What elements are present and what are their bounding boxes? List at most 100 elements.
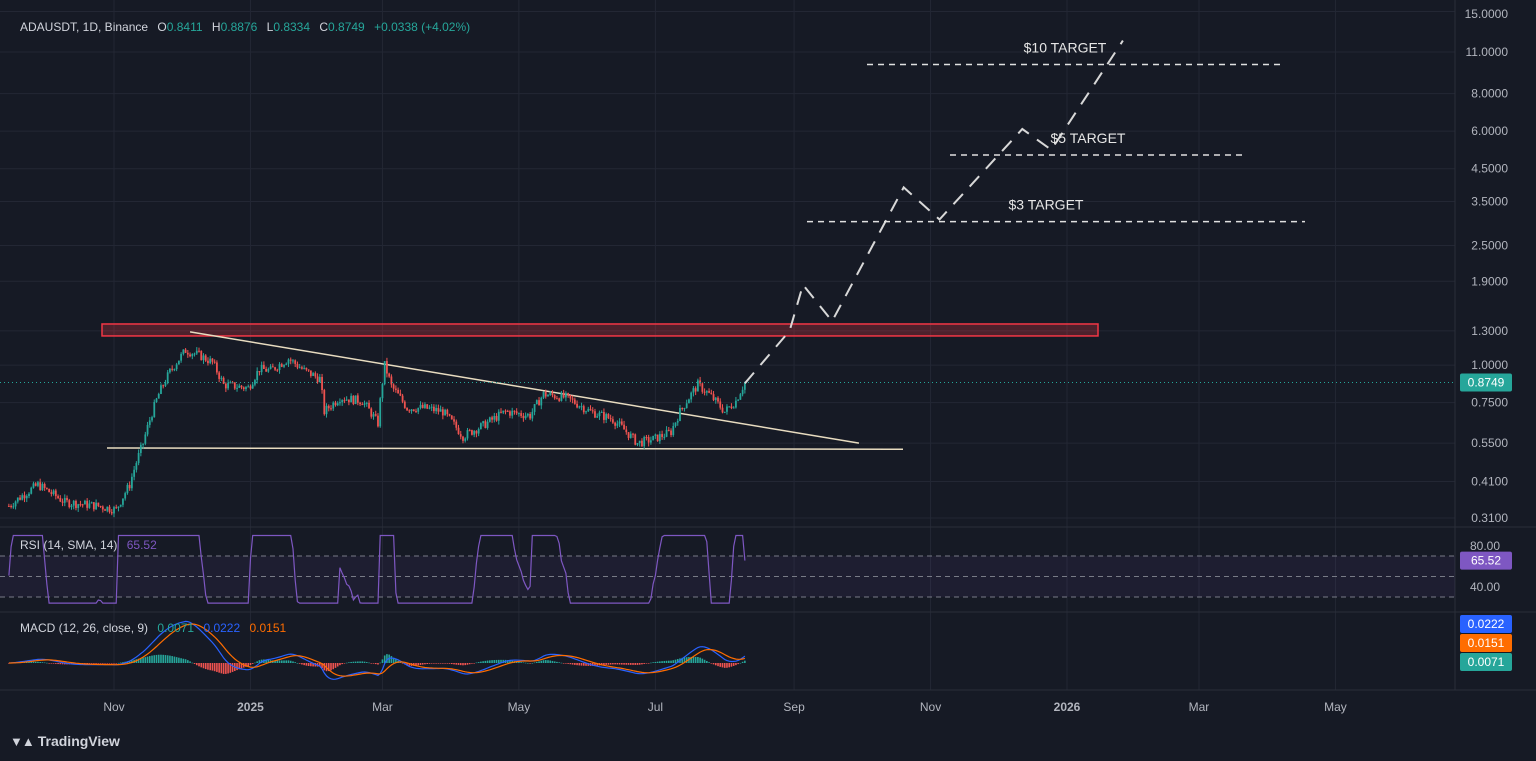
macd-hist-bar: [623, 663, 625, 665]
candle-body: [269, 366, 272, 369]
candle-body: [520, 413, 523, 416]
macd-hist-bar: [732, 663, 735, 666]
candle-body: [117, 506, 120, 508]
candle-body: [202, 355, 205, 361]
candle-body: [238, 385, 241, 388]
macd-legend-hist: 0.0151: [249, 621, 287, 635]
candle-body: [495, 415, 498, 421]
symbol-label[interactable]: ADAUSDT, 1D, Binance: [20, 20, 149, 34]
candle-body: [464, 438, 467, 441]
candle-body: [730, 406, 733, 409]
candle-body: [410, 409, 413, 412]
macd-legend-macd: 0.0071: [157, 621, 195, 635]
candle-body: [70, 505, 73, 508]
macd-hist-bar: [8, 663, 10, 664]
candle-body: [672, 426, 675, 436]
macd-hist-bar: [37, 661, 39, 663]
macd-hist-bar: [247, 663, 250, 667]
candle-body: [34, 483, 37, 486]
macd-hist-bar: [359, 661, 361, 663]
candle-body: [151, 417, 153, 421]
candle-body: [468, 430, 471, 432]
macd-hist-bar: [265, 659, 267, 663]
candle-body: [497, 411, 500, 421]
candle-body: [7, 505, 10, 507]
macd-hist-bar: [178, 657, 180, 663]
change-value: +0.0338 (+4.02%): [374, 20, 471, 34]
time-tick-label: May: [508, 700, 531, 714]
macd-hist-bar: [48, 663, 50, 664]
candle-body: [714, 397, 717, 401]
candle-body: [352, 395, 355, 405]
candle-body: [162, 385, 165, 387]
time-tick-label: 2025: [237, 700, 264, 714]
candle-body: [692, 388, 695, 393]
macd-hist-bar: [439, 663, 442, 664]
close-label: C: [319, 20, 329, 34]
macd-hist-bar: [128, 660, 131, 663]
macd-hist-bar: [629, 663, 632, 665]
candle-body: [611, 419, 614, 423]
candle-body: [614, 422, 617, 426]
tradingview-logo[interactable]: ▼▲ TradingView: [10, 733, 120, 749]
candle-body: [607, 414, 610, 419]
candle-body: [681, 407, 684, 409]
macd-hist-bar: [169, 655, 171, 663]
candle-body: [535, 400, 538, 405]
macd-hist-bar: [251, 663, 254, 664]
candle-body: [665, 429, 668, 437]
candle-body: [377, 415, 379, 427]
macd-hist-bar: [562, 663, 565, 664]
candle-body: [661, 434, 663, 437]
candle-body: [180, 353, 183, 361]
macd-hist-bar: [151, 655, 153, 663]
time-tick-label: Sep: [783, 700, 805, 714]
candle-body: [130, 476, 133, 489]
candle-body: [148, 420, 151, 425]
rsi-legend-value: 65.52: [126, 538, 157, 552]
macd-hist-bar: [191, 662, 194, 664]
candle-body: [57, 496, 59, 499]
macd-hist-bar: [603, 663, 605, 666]
candle-body: [113, 507, 115, 514]
candle-body: [211, 358, 214, 362]
candle-body: [477, 429, 480, 434]
macd-hist-bar: [381, 659, 384, 663]
candle-body: [488, 417, 491, 422]
macd-hist-bar: [560, 662, 563, 664]
macd-hist-bar: [741, 661, 744, 663]
candle-body: [551, 392, 554, 396]
macd-hist-bar: [162, 654, 165, 663]
candle-body: [332, 402, 335, 409]
candle-body: [41, 484, 44, 490]
candle-body: [84, 500, 86, 505]
candle-body: [14, 501, 17, 507]
candle-body: [124, 493, 127, 499]
candle-body: [298, 367, 301, 369]
macd-hist-bar: [63, 663, 66, 665]
candle-body: [723, 411, 726, 413]
macd-hist-bar: [484, 660, 487, 663]
candle-body: [285, 363, 288, 365]
macd-hist-bar: [585, 663, 587, 666]
candle-body: [309, 370, 312, 376]
candle-body: [473, 431, 476, 435]
candle-body: [207, 360, 209, 364]
macd-hist-bar: [198, 663, 200, 667]
rsi-label[interactable]: RSI (14, SMA, 14): [20, 538, 118, 552]
macd-hist-bar: [119, 662, 122, 664]
macd-hist-bar: [699, 657, 701, 663]
macd-hist-bar: [712, 663, 715, 665]
candle-body: [743, 382, 746, 390]
candle-body: [679, 407, 681, 421]
candle-body: [683, 408, 686, 410]
macd-hist-bar: [180, 658, 182, 663]
macd-label[interactable]: MACD (12, 26, close, 9): [20, 621, 149, 635]
candle-body: [307, 369, 310, 371]
high-label: H: [211, 20, 221, 34]
candle-body: [292, 360, 294, 362]
candle-body: [504, 410, 507, 412]
candle-body: [417, 407, 420, 412]
candle-body: [638, 440, 641, 444]
